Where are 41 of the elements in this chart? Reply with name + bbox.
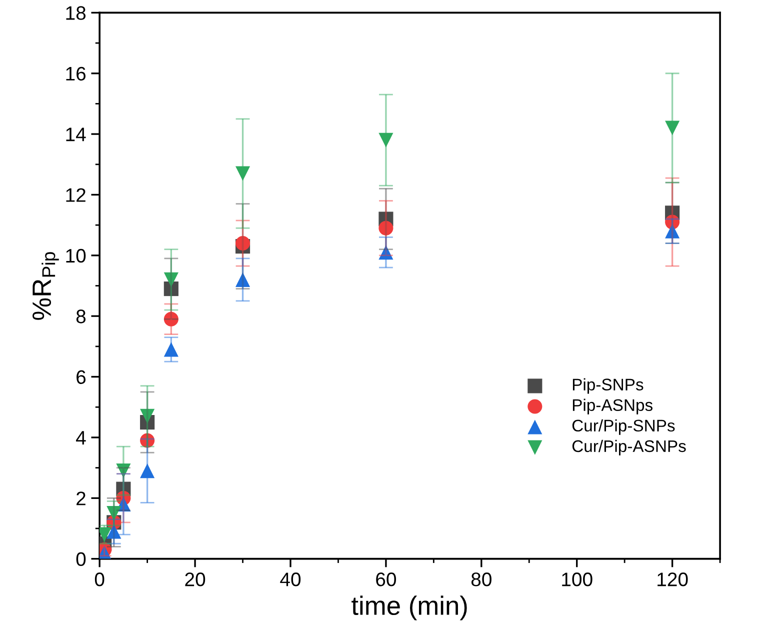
- point: [116, 464, 131, 478]
- y-tick-label: 4: [76, 431, 86, 444]
- point: [378, 220, 394, 236]
- point: [665, 120, 680, 136]
- legend-label: Cur/Pip-SNPs: [572, 419, 675, 435]
- point: [378, 132, 394, 148]
- point: [235, 236, 250, 251]
- legend-label: Pip-ASNps: [572, 398, 652, 414]
- y-tick-label: 14: [66, 128, 86, 142]
- x-tick-label: 100: [562, 572, 592, 586]
- x-tick-label: 20: [185, 572, 206, 586]
- point: [106, 506, 122, 521]
- legend-label: Pip-SNPs: [572, 378, 644, 394]
- x-tick-label: 80: [471, 572, 492, 586]
- point: [164, 272, 178, 287]
- point: [140, 433, 155, 448]
- point: [164, 282, 178, 296]
- x-tick-label: 0: [94, 572, 104, 586]
- point: [164, 312, 178, 326]
- y-tick-label: 18: [66, 6, 86, 20]
- x-tick-label: 40: [280, 572, 301, 586]
- y-tick-label: 6: [76, 370, 86, 384]
- point: [665, 214, 680, 230]
- x-tick-label: 60: [376, 572, 396, 586]
- point: [665, 224, 680, 238]
- y-tick-label: 12: [66, 188, 86, 202]
- y-tick-label: 0: [76, 552, 86, 566]
- point: [164, 342, 178, 357]
- point: [235, 272, 250, 287]
- point: [140, 408, 155, 424]
- point: [235, 166, 250, 181]
- y-tick-label: 8: [76, 310, 86, 324]
- y-tick-label: 10: [66, 248, 86, 263]
- legend-label: Cur/Pip-ASNPs: [572, 440, 686, 456]
- y-axis-title: %R$_{Pip}$: [32, 252, 59, 320]
- point: [140, 464, 155, 478]
- y-tick-label: 16: [66, 66, 86, 81]
- x-tick-label: 120: [658, 572, 688, 586]
- x-axis-title: time (min): [352, 596, 467, 620]
- point: [378, 245, 394, 260]
- y-tick-label: 2: [76, 492, 86, 506]
